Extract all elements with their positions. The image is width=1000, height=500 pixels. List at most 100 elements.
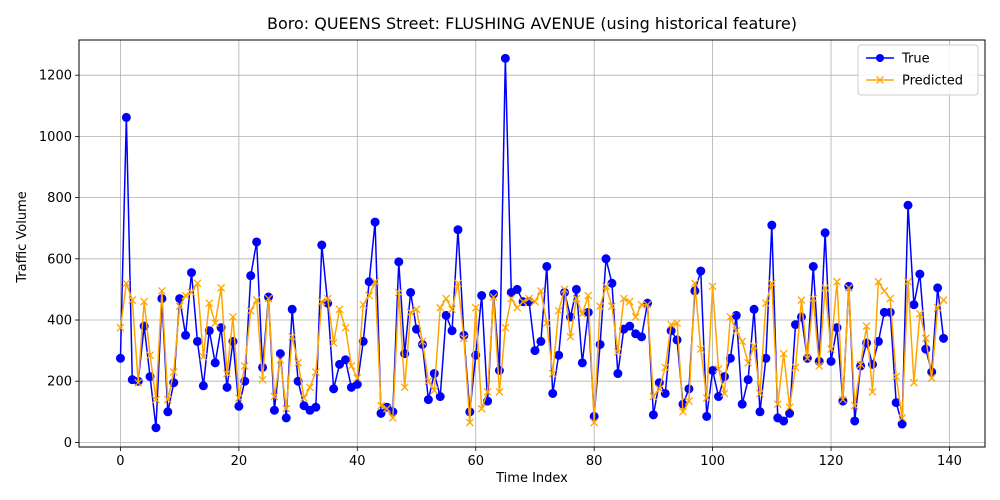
data-point (708, 282, 717, 291)
data-point (294, 358, 303, 367)
data-point (192, 336, 202, 346)
data-point (785, 403, 794, 412)
x-tick-label: 40 (349, 454, 366, 469)
data-point (175, 302, 184, 311)
data-point (743, 375, 753, 385)
y-tick-label: 0 (64, 436, 72, 451)
data-point (613, 348, 622, 357)
data-point (607, 302, 616, 311)
data-point (767, 279, 776, 288)
data-point (317, 297, 326, 306)
chart-title: Boro: QUEENS Street: FLUSHING AVENUE (us… (267, 14, 797, 33)
data-point (181, 330, 191, 340)
data-point (371, 277, 380, 286)
data-point (613, 369, 623, 379)
y-tick-label: 1000 (39, 130, 72, 145)
data-point (779, 349, 788, 358)
data-point (246, 306, 255, 315)
data-point (424, 377, 433, 386)
data-point (270, 392, 279, 401)
data-point (329, 384, 339, 394)
y-tick-label: 800 (47, 191, 72, 206)
data-point (797, 296, 806, 305)
data-point (187, 288, 196, 297)
data-point (773, 400, 782, 409)
data-point (827, 345, 835, 354)
data-point (821, 283, 830, 292)
data-point (850, 401, 859, 410)
data-point (897, 419, 907, 429)
data-point (116, 323, 125, 332)
x-tick-label: 140 (937, 454, 962, 469)
data-point (779, 416, 789, 426)
data-point (276, 355, 285, 364)
data-point (134, 378, 143, 387)
data-point (584, 291, 593, 300)
data-point (435, 392, 445, 402)
data-point (258, 375, 267, 384)
data-point (607, 278, 617, 288)
data-point (560, 285, 569, 294)
data-point (115, 353, 125, 363)
data-point (352, 379, 362, 389)
data-point (198, 381, 208, 391)
y-tick-label: 400 (47, 314, 72, 329)
data-point (519, 297, 528, 306)
data-point (886, 294, 895, 303)
data-point (933, 283, 943, 293)
data-point (761, 299, 770, 308)
data-point (785, 408, 795, 418)
data-point (288, 332, 297, 341)
data-point (406, 287, 416, 297)
data-point (441, 310, 451, 320)
data-point (211, 319, 220, 328)
data-point (501, 323, 510, 332)
data-point (542, 261, 552, 271)
data-point (820, 228, 830, 238)
data-point (364, 277, 374, 287)
data-point (885, 307, 895, 317)
data-point (548, 388, 558, 398)
data-point (246, 271, 256, 281)
data-point (423, 395, 433, 405)
data-point (157, 286, 166, 295)
data-point (121, 112, 131, 122)
data-point (702, 411, 712, 421)
data-point (128, 296, 137, 305)
data-point (370, 217, 380, 227)
data-point (590, 418, 599, 427)
data-point (340, 355, 350, 365)
data-point (826, 356, 836, 366)
x-tick-label: 80 (586, 454, 603, 469)
data-point (394, 288, 403, 297)
data-point (442, 294, 451, 303)
data-point (483, 387, 492, 396)
data-point (536, 336, 546, 346)
data-point (382, 404, 391, 413)
data-point (454, 279, 462, 288)
data-point (323, 294, 332, 303)
data-point (679, 407, 687, 416)
legend-marker (876, 54, 884, 62)
data-point (637, 300, 646, 309)
x-tick-label: 120 (819, 454, 844, 469)
data-point (358, 336, 368, 346)
data-point (619, 294, 628, 303)
data-point (750, 342, 759, 350)
data-point (868, 387, 877, 396)
series-layer (115, 53, 949, 433)
data-point (927, 374, 936, 383)
data-point (525, 294, 533, 303)
data-point (311, 368, 320, 376)
data-point (898, 413, 907, 422)
series-true (115, 53, 949, 433)
data-point (714, 365, 723, 373)
data-point (862, 322, 871, 331)
y-axis-label: Traffic Volume (15, 191, 30, 284)
data-point (329, 338, 338, 347)
series-predicted (116, 277, 948, 427)
data-point (803, 354, 812, 363)
data-point (625, 297, 634, 306)
data-point (400, 383, 409, 392)
